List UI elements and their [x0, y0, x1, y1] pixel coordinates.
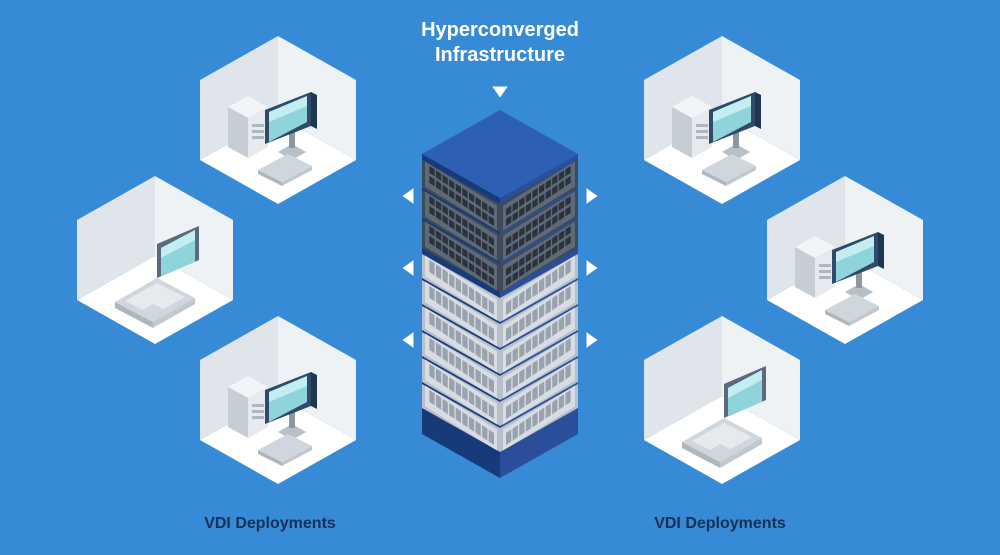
- vdi-node-desktop: [200, 316, 356, 484]
- vdi-node-desktop: [644, 36, 800, 204]
- diagram-svg: [0, 0, 1000, 555]
- diagram-canvas: Hyperconverged Infrastructure VDI Deploy…: [0, 0, 1000, 555]
- left-caption: VDI Deployments: [150, 514, 390, 534]
- vdi-node-desktop: [767, 176, 923, 344]
- vdi-node-desktop: [200, 36, 356, 204]
- vdi-node-laptop: [644, 316, 800, 484]
- vdi-node-laptop: [77, 176, 233, 344]
- right-caption: VDI Deployments: [600, 514, 840, 534]
- server-rack: [422, 110, 578, 478]
- title-label: Hyperconverged Infrastructure: [350, 18, 650, 68]
